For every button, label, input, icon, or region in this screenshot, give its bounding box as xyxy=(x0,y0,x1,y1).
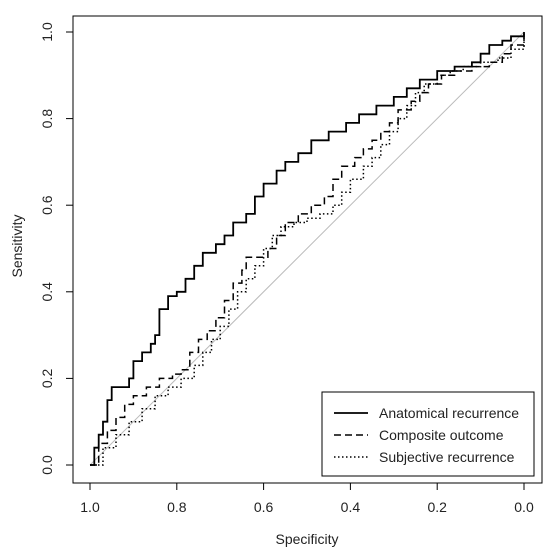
y-tick-label: 0.0 xyxy=(39,455,55,475)
legend-entry-label: Subjective recurrence xyxy=(379,449,515,465)
x-tick-label: 0.2 xyxy=(427,499,447,515)
x-tick-label: 0.8 xyxy=(167,499,187,515)
legend-entry-label: Composite outcome xyxy=(379,427,504,443)
x-tick-label: 0.6 xyxy=(254,499,274,515)
y-tick-label: 0.6 xyxy=(39,195,55,215)
y-axis: 0.0 0.2 0.4 0.6 0.8 1.0 xyxy=(39,22,74,475)
series-group xyxy=(90,32,525,466)
y-tick-label: 0.2 xyxy=(39,368,55,388)
reference-diagonal-group xyxy=(89,31,525,466)
roc-curve-composite-outcome xyxy=(90,32,525,466)
roc-curve-anatomical-recurrence xyxy=(90,32,525,466)
y-tick-label: 0.8 xyxy=(39,109,55,129)
roc-curve-subjective-recurrence xyxy=(90,32,525,466)
y-tick-label: 1.0 xyxy=(39,22,55,42)
legend: Anatomical recurrence Composite outcome Su… xyxy=(321,391,535,477)
y-axis-label: Sensitivity xyxy=(9,214,25,277)
reference-diagonal-line xyxy=(89,31,525,466)
x-tick-label: 0.4 xyxy=(341,499,361,515)
x-tick-label: 1.0 xyxy=(80,499,100,515)
y-tick-label: 0.4 xyxy=(39,282,55,302)
legend-box xyxy=(321,391,535,477)
legend-entry-label: Anatomical recurrence xyxy=(379,405,519,421)
x-tick-label: 0.0 xyxy=(514,499,534,515)
x-axis-label: Specificity xyxy=(275,531,338,547)
x-axis: 1.0 0.8 0.6 0.4 0.2 0.0 xyxy=(80,482,534,515)
